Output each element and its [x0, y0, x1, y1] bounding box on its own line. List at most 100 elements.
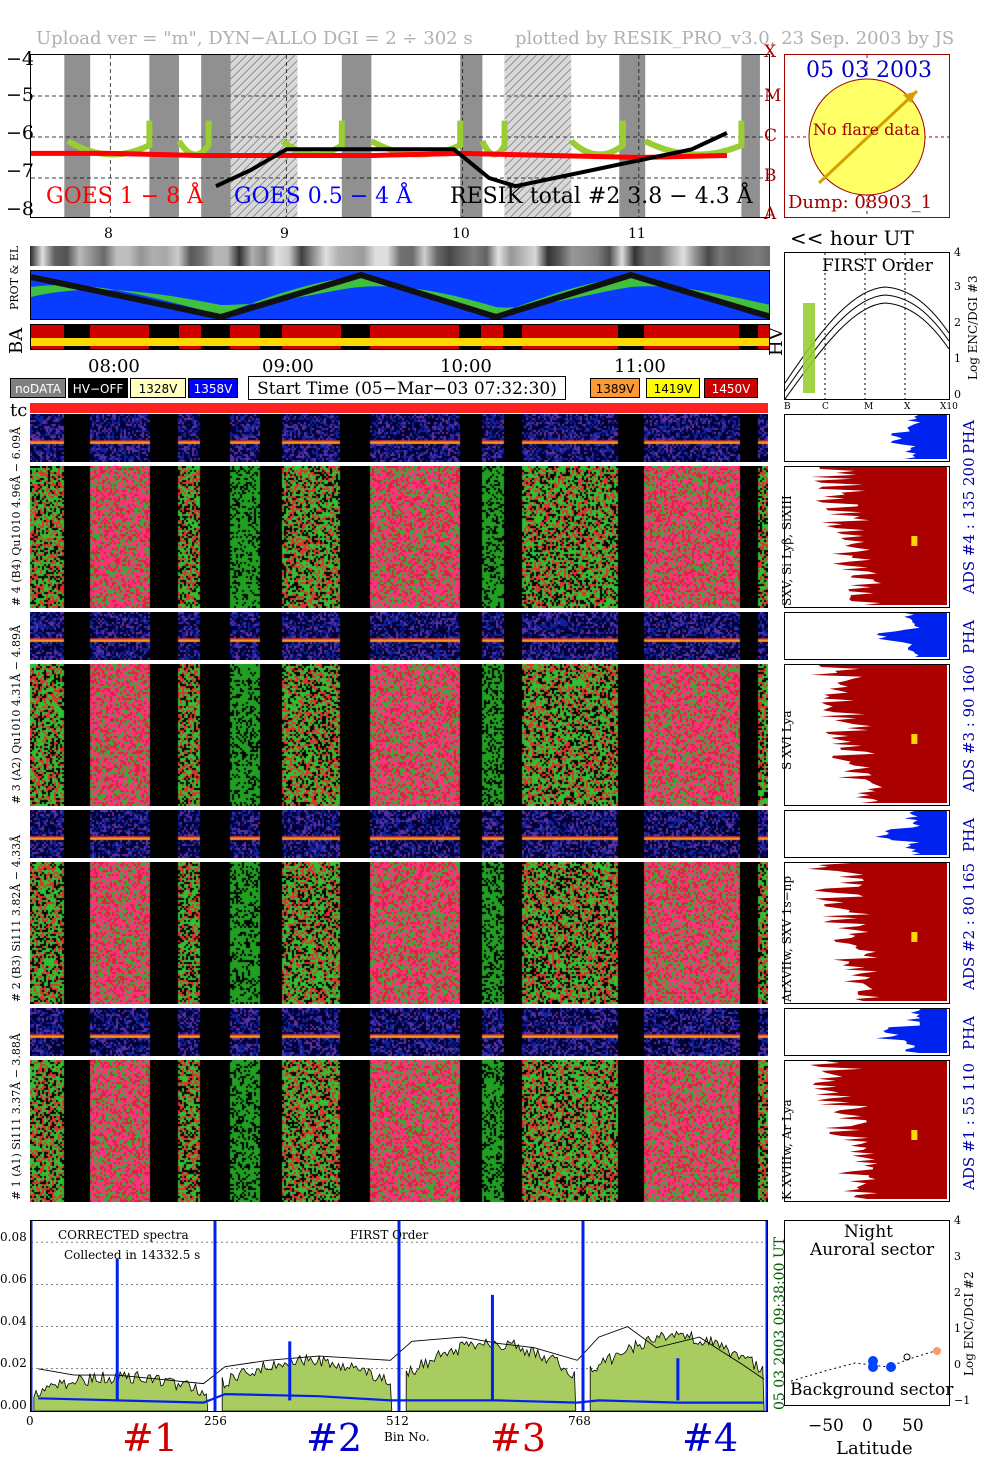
goes-gap-8	[741, 55, 760, 217]
spec-ytick-006: 0.06	[0, 1272, 27, 1286]
spectrogram-ch4-canvas	[30, 466, 768, 608]
ads-hist-ch1-svg	[810, 1061, 947, 1199]
class-b: B	[764, 166, 777, 186]
lat-xlabel: Latitude	[836, 1438, 913, 1459]
side-label-ch4: SXV, Si Lyβ, SiXIII	[780, 495, 794, 606]
legend-nodata: noDATA	[10, 378, 66, 398]
first-order-panel	[784, 252, 950, 400]
sun-date: 05 03 2003	[806, 58, 932, 83]
goes-series-2	[215, 131, 728, 189]
lat-background: Background sector	[790, 1380, 954, 1400]
spectrogram-ch3	[30, 664, 768, 806]
pha-strip-ch2-canvas	[30, 810, 768, 858]
spec-label-ch4: # 4 (B4) Qu1010 4.96Å − 6.09Å	[10, 427, 23, 606]
goes-ytick-1: −4	[6, 48, 35, 70]
hour-tick-8: 8	[104, 226, 113, 242]
pha-label-ch4: 6.09Å	[10, 426, 23, 460]
spec-label-ch4-a: # 4 (B4) Qu1010 4.96Å −	[10, 462, 23, 606]
spec-xtick-512: 512	[386, 1414, 409, 1428]
time-tick-0900: 09:00	[262, 356, 314, 377]
channel-tag-4: #4	[682, 1416, 739, 1460]
resik-label: RESIK total #2 3.8 − 4.3 Å	[450, 184, 753, 209]
legend-hv-off: HV−OFF	[68, 378, 128, 398]
lat-ytick-4: 4	[954, 1214, 961, 1227]
ads-label-ch2: ADS #2 : 80 165	[960, 862, 978, 990]
hour-tick-10: 10	[452, 226, 470, 242]
goes-resik-arc-4	[479, 120, 508, 158]
hour-tick-11: 11	[628, 226, 646, 242]
time-tick-1100: 11:00	[614, 356, 666, 377]
channel-tag-3: #3	[490, 1416, 547, 1460]
fo-ytick-4: 4	[954, 246, 961, 259]
first-order-svg	[785, 253, 949, 399]
ads-hist-ch3	[784, 664, 950, 806]
lat-xtick-50: 50	[902, 1416, 924, 1436]
spectrogram-ch1	[30, 1060, 768, 1202]
pha-label-ch1: 3.88Å	[10, 1033, 23, 1066]
tc-label: tc	[10, 400, 28, 421]
spec-text-collected: Collected in 14332.5 s	[64, 1248, 201, 1262]
spec-area-1	[33, 1370, 209, 1411]
pha-strip-ch3	[30, 612, 768, 660]
pha-hist-ch2	[784, 810, 950, 858]
pha-strip-ch1-canvas	[30, 1008, 768, 1056]
pha-strip-ch2	[30, 810, 768, 858]
channel-tag-1: #1	[122, 1416, 179, 1460]
ads-label-ch1: ADS #1 : 55 110	[960, 1062, 978, 1190]
sun-svg	[785, 55, 949, 217]
spec-ytick-002: 0.02	[0, 1356, 27, 1370]
sun-box	[784, 54, 950, 218]
pha-label-ch3: 4.89Å	[10, 625, 23, 658]
class-m: M	[764, 86, 782, 106]
goes-svg	[31, 55, 769, 217]
spectrogram-ch1-canvas	[30, 1060, 768, 1202]
legend-1328v: 1328V	[130, 378, 186, 398]
lat-ylabel: Log ENC/DGI #2	[962, 1271, 976, 1376]
class-x: X	[764, 42, 777, 62]
class-a: A	[764, 204, 777, 224]
goes-ytick-4: −7	[6, 160, 35, 182]
pha-strip-ch1	[30, 1008, 768, 1056]
lat-ytick-1: 1	[954, 1322, 961, 1335]
pha-hist-ch1	[784, 1008, 950, 1056]
header-right: plotted by RESIK_PRO_v3.0, 23 Sep. 2003 …	[515, 28, 955, 49]
brightness-strip	[30, 246, 770, 266]
spec-label-ch2-a: # 2 (B3) Si111 3.82Å −	[10, 870, 23, 1002]
goes-gap-4	[341, 55, 372, 217]
pha-label-ch2: 4.33Å	[10, 834, 23, 868]
first-order-title: FIRST Order	[822, 256, 933, 276]
side-label-ch1: K XVIIIw, Ar Lya	[780, 1099, 794, 1200]
spec-label-ch2: # 2 (B3) Si111 3.82Å − 4.33Å	[10, 835, 23, 1002]
ads-hist-ch4-svg	[811, 467, 947, 605]
ads-hist-ch2-svg	[808, 863, 947, 1001]
lat-ytick-2: 2	[954, 1286, 961, 1299]
spec-label-ch3: # 3 (A2) Qu1010 4.31Å − 4.89Å	[10, 625, 23, 804]
fo-xtick-x: X	[904, 402, 911, 412]
lat-ytick-3: 3	[954, 1250, 961, 1263]
spectrogram-ch2-canvas	[30, 862, 768, 1004]
goes-gap-1	[149, 55, 179, 217]
goes-ytick-2: −5	[6, 84, 35, 106]
spec-label-ch1: # 1 (A1) Si111 3.37Å − 3.88Å	[10, 1033, 23, 1200]
channel-tag-2: #2	[306, 1416, 363, 1460]
pha-strip-ch4	[30, 414, 768, 462]
spec-xtick-768: 768	[568, 1414, 591, 1428]
prot-label: PROT & EL	[8, 245, 21, 310]
pha-hist-ch3-svg	[877, 613, 947, 657]
goes-ytick-5: −8	[6, 198, 35, 220]
spec-xtick-0: 0	[26, 1414, 34, 1428]
ads-hist-ch1	[784, 1060, 950, 1202]
ba-hv-band	[31, 338, 769, 346]
goes-ytick-3: −6	[6, 122, 35, 144]
prot-panel	[30, 270, 770, 320]
lat-xtick-m50: −50	[808, 1416, 844, 1436]
pha-hist-ch3	[784, 612, 950, 660]
spec-label-ch1-a: # 1 (A1) Si111 3.37Å −	[10, 1069, 23, 1200]
latitude-plot	[784, 1220, 950, 1406]
spec-label-ch3-a: # 3 (A2) Qu1010 4.31Å −	[10, 661, 23, 804]
spec-xtick-256: 256	[204, 1414, 227, 1428]
header-left: Upload ver = "m", DYN−ALLO DGI = 2 ÷ 302…	[36, 28, 473, 49]
pha-hist-ch2-svg	[875, 811, 947, 855]
goes-plot	[30, 54, 770, 218]
ads-label-ch4: ADS #4 : 135 200	[960, 457, 978, 594]
